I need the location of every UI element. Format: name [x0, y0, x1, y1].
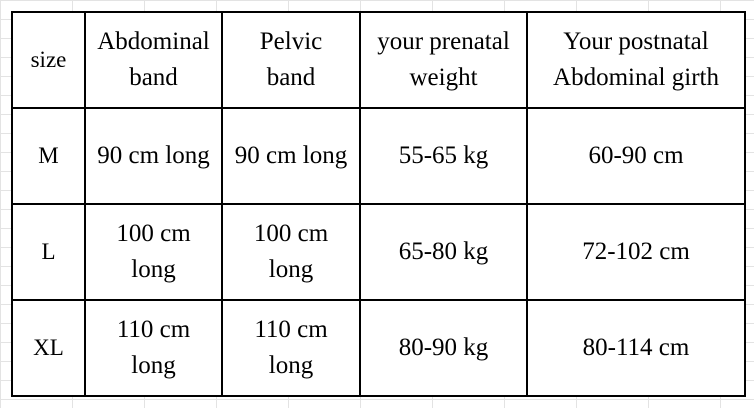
cell-text: Abdominal girth: [553, 64, 719, 91]
cell-text: your prenatal: [377, 28, 510, 55]
table-body: size Abdominal band Pelvic band your prenatal…: [11, 11, 746, 397]
cell-text: Abdominal: [97, 28, 210, 55]
cell-text: 72-102 cm: [582, 238, 690, 265]
cell-text: Your postnatal: [563, 28, 709, 55]
cell-text: L: [41, 239, 56, 264]
cell-text: size: [30, 47, 67, 72]
table-cell: 110 cm long: [221, 299, 361, 397]
table-row: M 90 cm long 90 cm long 55-65 kg 60-90 cm: [11, 107, 746, 205]
table-row: L 100 cm long 100 cm long 65-80 kg 72-102 cm: [11, 203, 746, 301]
header-cell: Abdominal band: [84, 11, 223, 109]
header-row: size Abdominal band Pelvic band your prenatal…: [11, 11, 746, 109]
cell-text: long: [268, 352, 314, 379]
cell-text: 100 cm: [253, 220, 329, 247]
table-cell: 80-114 cm: [526, 299, 746, 397]
cell-text: 100 cm: [116, 220, 191, 247]
cell-text: 110 cm: [116, 316, 191, 343]
table-cell: 110 cm long: [84, 299, 223, 397]
table-cell: M: [11, 107, 86, 205]
cell-text: 90 cm long: [97, 142, 210, 169]
cell-text: long: [131, 256, 176, 283]
header-cell: Pelvic band: [221, 11, 361, 109]
table-cell: 55-65 kg: [359, 107, 528, 205]
table-cell: 60-90 cm: [526, 107, 746, 205]
cell-text: M: [38, 143, 59, 168]
table-cell: 72-102 cm: [526, 203, 746, 301]
table-cell: 80-90 kg: [359, 299, 528, 397]
table-cell: L: [11, 203, 86, 301]
table-cell: 100 cm long: [221, 203, 361, 301]
cell-text: 110 cm: [254, 316, 328, 343]
cell-text: 80-90 kg: [398, 334, 489, 361]
size-table: size Abdominal band Pelvic band your prenatal…: [11, 11, 746, 397]
header-cell: your prenatal weight: [359, 11, 528, 109]
cell-text: long: [268, 256, 314, 283]
cell-text: 90 cm long: [234, 142, 348, 169]
cell-text: band: [266, 64, 316, 91]
cell-text: long: [131, 352, 176, 379]
table-row: XL 110 cm long 110 cm long 80-90 kg 80-114 cm: [11, 299, 746, 397]
cell-text: 55-65 kg: [398, 142, 489, 169]
cell-text: weight: [409, 64, 478, 91]
table-cell: 65-80 kg: [359, 203, 528, 301]
table-cell: 90 cm long: [221, 107, 361, 205]
table-cell: 100 cm long: [84, 203, 223, 301]
cell-text: 80-114 cm: [582, 334, 690, 361]
cell-text: Pelvic: [259, 28, 323, 55]
cell-text: XL: [33, 335, 64, 360]
header-cell: size: [11, 11, 86, 109]
cell-text: 60-90 cm: [588, 142, 684, 169]
table-cell: 90 cm long: [84, 107, 223, 205]
cell-text: 65-80 kg: [398, 238, 489, 265]
header-cell: Your postnatal Abdominal girth: [526, 11, 746, 109]
table-cell: XL: [11, 299, 86, 397]
cell-text: band: [129, 64, 178, 91]
